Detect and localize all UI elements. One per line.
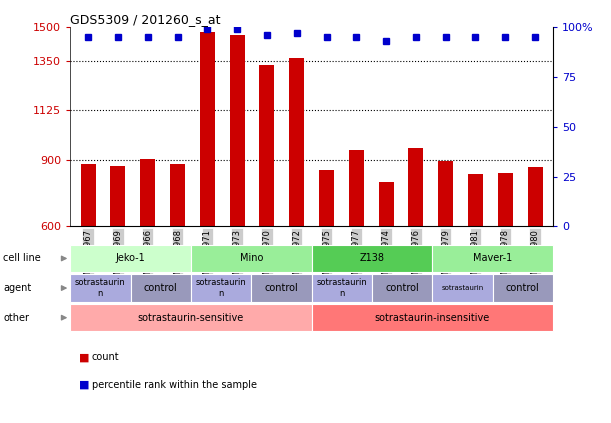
- FancyBboxPatch shape: [372, 274, 433, 302]
- Text: control: control: [265, 283, 298, 293]
- Bar: [408, 148, 423, 226]
- Text: control: control: [386, 283, 419, 293]
- FancyBboxPatch shape: [191, 274, 251, 302]
- Text: Z138: Z138: [359, 253, 384, 264]
- Bar: [141, 159, 155, 226]
- Text: control: control: [506, 283, 540, 293]
- Text: sotrastaurin
n: sotrastaurin n: [316, 278, 367, 298]
- FancyBboxPatch shape: [131, 274, 191, 302]
- Text: count: count: [92, 352, 119, 363]
- FancyBboxPatch shape: [70, 244, 191, 272]
- Bar: [260, 65, 274, 226]
- Text: GDS5309 / 201260_s_at: GDS5309 / 201260_s_at: [70, 14, 221, 26]
- Text: sotrastaurin
n: sotrastaurin n: [75, 278, 126, 298]
- Text: ■: ■: [79, 380, 90, 390]
- Text: control: control: [144, 283, 178, 293]
- FancyBboxPatch shape: [70, 304, 312, 332]
- Bar: [200, 32, 215, 226]
- Text: agent: agent: [3, 283, 31, 293]
- FancyBboxPatch shape: [433, 244, 553, 272]
- FancyBboxPatch shape: [251, 274, 312, 302]
- Text: other: other: [3, 313, 29, 323]
- Text: cell line: cell line: [3, 253, 41, 264]
- Bar: [468, 174, 483, 226]
- Bar: [379, 182, 393, 226]
- Text: sotrastaurin
n: sotrastaurin n: [196, 278, 246, 298]
- Text: sotrastaurin-sensitive: sotrastaurin-sensitive: [138, 313, 244, 323]
- Bar: [170, 165, 185, 226]
- Text: sotrastaurin-insensitive: sotrastaurin-insensitive: [375, 313, 490, 323]
- Bar: [81, 165, 95, 226]
- Text: Jeko-1: Jeko-1: [115, 253, 145, 264]
- Bar: [528, 167, 543, 226]
- Bar: [111, 165, 125, 226]
- Bar: [498, 173, 513, 226]
- FancyBboxPatch shape: [433, 274, 492, 302]
- FancyBboxPatch shape: [312, 244, 433, 272]
- Text: percentile rank within the sample: percentile rank within the sample: [92, 380, 257, 390]
- FancyBboxPatch shape: [191, 244, 312, 272]
- FancyBboxPatch shape: [312, 274, 372, 302]
- Bar: [438, 161, 453, 226]
- Text: ■: ■: [79, 352, 90, 363]
- Text: Mino: Mino: [240, 253, 263, 264]
- Text: sotrastaurin: sotrastaurin: [441, 285, 483, 291]
- Text: Maver-1: Maver-1: [473, 253, 512, 264]
- FancyBboxPatch shape: [312, 304, 553, 332]
- Bar: [230, 35, 244, 226]
- FancyBboxPatch shape: [70, 274, 131, 302]
- Bar: [319, 170, 334, 226]
- FancyBboxPatch shape: [492, 274, 553, 302]
- Bar: [349, 150, 364, 226]
- Bar: [289, 58, 304, 226]
